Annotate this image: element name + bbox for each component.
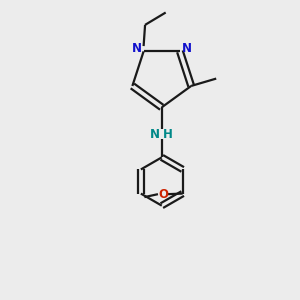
Text: N: N bbox=[132, 42, 142, 55]
Text: N: N bbox=[149, 128, 159, 141]
Text: H: H bbox=[163, 128, 172, 141]
Text: N: N bbox=[182, 42, 191, 55]
Text: O: O bbox=[159, 188, 169, 201]
